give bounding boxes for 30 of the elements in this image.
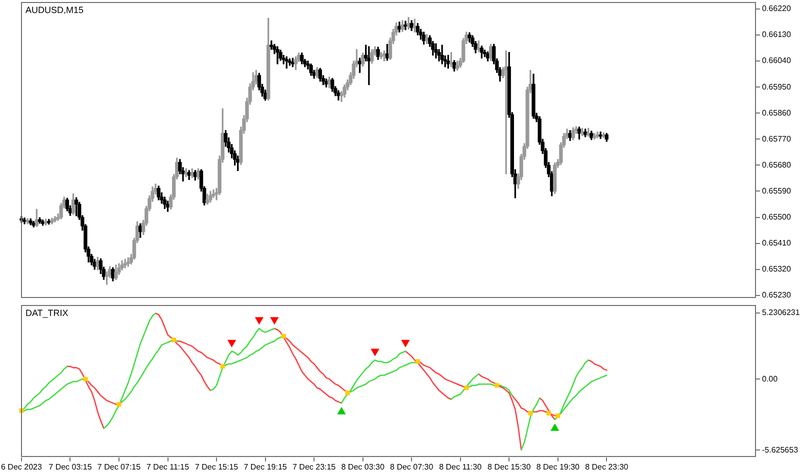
y-tick-label: 0.65410 — [762, 238, 792, 248]
x-tick-label: 7 Dec 03:15 — [48, 462, 92, 472]
y-tick-label: 0.65770 — [762, 134, 792, 144]
y-tick-label: 0.65860 — [762, 108, 792, 118]
x-tick-label: 6 Dec 2023 — [1, 462, 42, 472]
y-tick-label: 0.65590 — [762, 186, 792, 196]
y-tick-label: 0.66220 — [762, 4, 792, 14]
x-tick-label: 7 Dec 11:15 — [146, 462, 190, 472]
x-tick-label: 7 Dec 07:15 — [97, 462, 142, 472]
x-tick-label: 8 Dec 15:30 — [488, 462, 532, 472]
y-tick-label: -5.625653 — [762, 445, 799, 454]
y-tick-label: 0.65680 — [762, 160, 792, 170]
y-tick-label: 0.00 — [762, 374, 778, 384]
y-tick-label: 0.65950 — [762, 82, 792, 92]
y-tick-label: 5.2306231 — [762, 308, 800, 318]
chart-title: AUDUSD,M15 — [25, 4, 84, 15]
x-tick-label: 7 Dec 15:15 — [194, 462, 239, 472]
chart-title: DAT_TRIX — [25, 308, 68, 318]
y-tick-label: 0.65320 — [762, 264, 792, 274]
y-tick-label: 0.66040 — [762, 56, 792, 66]
x-tick-label: 8 Dec 23:30 — [585, 462, 629, 472]
x-tick-label: 7 Dec 19:15 — [244, 462, 288, 472]
y-tick-label: 0.65500 — [762, 212, 792, 222]
y-tick-label: 0.65230 — [762, 290, 792, 300]
y-tick-label: 0.66130 — [762, 30, 792, 40]
x-tick-label: 7 Dec 23:15 — [292, 462, 336, 472]
x-tick-label: 8 Dec 11:30 — [439, 462, 482, 472]
x-tick-label: 8 Dec 03:30 — [341, 462, 385, 472]
x-tick-label: 8 Dec 19:30 — [536, 462, 580, 472]
x-tick-label: 8 Dec 07:30 — [390, 462, 434, 472]
